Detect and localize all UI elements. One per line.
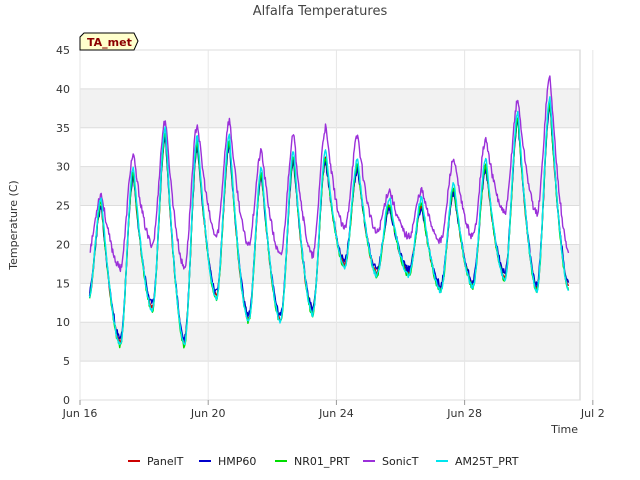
y-tick-label: 35: [56, 122, 70, 135]
y-tick-label: 40: [56, 83, 70, 96]
plot-band: [80, 205, 580, 245]
x-tick-label: Jun 28: [446, 407, 482, 420]
legend-label: SonicT: [382, 455, 419, 468]
y-tick-label: 15: [56, 277, 70, 290]
x-tick-label: Jun 24: [318, 407, 354, 420]
y-tick-label: 45: [56, 44, 70, 57]
y-tick-label: 10: [56, 316, 70, 329]
plot-band: [80, 322, 580, 362]
x-tick-label: Jul 2: [580, 407, 605, 420]
plot-band: [80, 283, 580, 323]
x-tick-label: Jun 20: [190, 407, 226, 420]
plot-band: [80, 50, 580, 89]
plot-band: [80, 88, 580, 128]
y-axis-label: Temperature (C): [7, 180, 20, 270]
legend-label: NR01_PRT: [294, 455, 350, 468]
x-tick-label: Jun 16: [62, 407, 98, 420]
y-tick-label: 25: [56, 200, 70, 213]
x-axis-ticks: Jun 16 Jun 20 Jun 24 Jun 28 Jul 2: [62, 400, 605, 420]
plot-band: [80, 361, 580, 400]
y-tick-label: 5: [63, 355, 70, 368]
legend-label: HMP60: [218, 455, 256, 468]
y-tick-label: 0: [63, 394, 70, 407]
legend-label: PanelT: [147, 455, 184, 468]
tag-badge: TA_met: [79, 32, 139, 51]
series-lines: [88, 75, 570, 349]
grid-lines: [79, 49, 594, 401]
y-tick-label: 30: [56, 161, 70, 174]
series-line-am25t-prt: [88, 96, 570, 346]
tag-badge-label: TA_met: [87, 36, 132, 49]
legend: PanelT HMP60 NR01_PRT SonicT AM25T_PRT: [128, 455, 519, 468]
series-line-sonict: [89, 75, 570, 273]
chart-title: Alfalfa Temperatures: [253, 4, 388, 19]
y-tick-label: 20: [56, 238, 70, 251]
x-axis-label: Time: [550, 423, 578, 436]
legend-label: AM25T_PRT: [455, 455, 519, 468]
y-axis-ticks: 0 5 10 15 20 25 30 35 40 45: [56, 44, 70, 407]
